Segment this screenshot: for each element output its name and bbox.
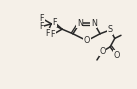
Text: F: F xyxy=(52,18,57,27)
Text: N: N xyxy=(91,19,97,28)
Text: O: O xyxy=(84,36,90,45)
Text: F: F xyxy=(51,30,55,39)
Text: F: F xyxy=(45,28,50,37)
Text: F: F xyxy=(39,22,43,31)
Text: O: O xyxy=(113,51,119,60)
Text: F: F xyxy=(40,14,44,23)
Text: O: O xyxy=(99,47,106,56)
Text: S: S xyxy=(108,25,113,34)
Text: N: N xyxy=(77,19,83,28)
